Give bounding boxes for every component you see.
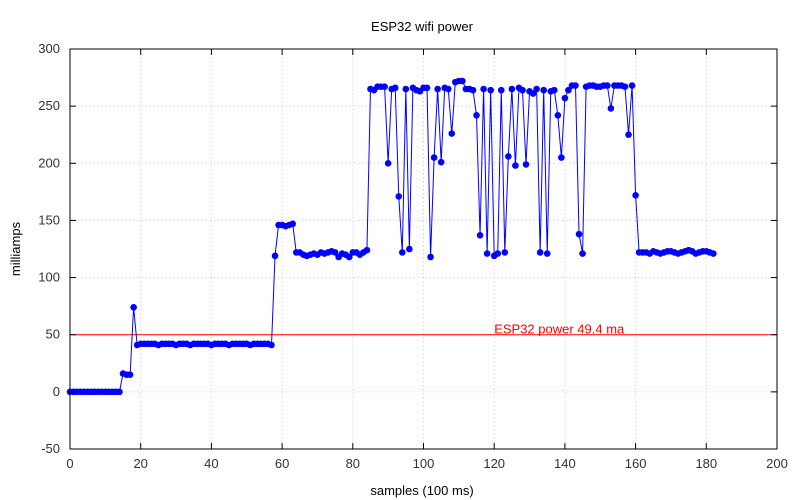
data-point: [444, 85, 452, 93]
axis-ticks: 0 20 40 60 80 100 120 140 160 180 200 -50 0 50 100 150 2…: [38, 41, 788, 471]
data-point: [423, 84, 431, 92]
y-tick-label: 0: [53, 384, 60, 399]
data-point: [430, 154, 438, 161]
x-tick-label: 0: [66, 456, 73, 471]
data-point: [345, 253, 353, 261]
y-tick-label: 200: [38, 155, 60, 170]
data-point: [519, 86, 526, 94]
y-tick-label: 300: [38, 41, 60, 56]
reference-line-group: ESP32 power 49.4 ma: [70, 322, 777, 337]
x-tick-label: 200: [766, 456, 788, 471]
data-point: [512, 162, 519, 169]
data-point: [579, 250, 586, 257]
data-point: [130, 303, 137, 311]
data-point: [505, 153, 512, 160]
data-point: [483, 250, 491, 257]
data-point: [398, 249, 406, 256]
data-point: [289, 220, 297, 228]
data-point: [268, 341, 275, 349]
data-point: [434, 85, 441, 93]
data-point: [529, 90, 537, 97]
data-point: [572, 82, 579, 89]
data-point: [536, 249, 544, 256]
data-point: [632, 191, 639, 199]
data-point: [565, 86, 572, 94]
x-tick-label: 60: [275, 456, 289, 471]
data-point: [575, 230, 583, 238]
chart-title: ESP32 wifi power: [371, 19, 474, 34]
y-tick-label: 250: [38, 98, 60, 113]
y-tick-label: 100: [38, 270, 60, 285]
x-tick-label: 180: [695, 456, 717, 471]
data-point: [487, 86, 494, 94]
x-axis-label: samples (100 ms): [370, 483, 473, 498]
data-point: [710, 250, 717, 257]
x-tick-label: 140: [554, 456, 576, 471]
data-point: [406, 245, 413, 253]
data-point: [126, 371, 134, 379]
data-point: [469, 86, 477, 94]
data-point: [497, 86, 505, 94]
data-point: [384, 159, 392, 167]
data-point: [391, 84, 399, 92]
data-point: [459, 77, 466, 85]
data-point: [116, 388, 123, 396]
data-point: [427, 253, 434, 261]
data-point: [494, 250, 502, 257]
x-tick-label: 20: [133, 456, 147, 471]
data-point: [363, 246, 371, 254]
y-tick-label: 150: [38, 212, 60, 227]
data-point: [271, 252, 279, 260]
y-axis-label: milliamps: [8, 221, 23, 276]
data-point: [604, 82, 611, 89]
data-point: [550, 86, 558, 94]
data-point: [395, 193, 403, 200]
x-tick-label: 100: [413, 456, 435, 471]
data-point: [561, 94, 569, 102]
data-point: [402, 85, 410, 93]
data-point: [501, 249, 509, 256]
data-point: [508, 85, 516, 93]
data-point: [558, 154, 565, 161]
data-point: [625, 131, 632, 139]
x-tick-label: 160: [625, 456, 647, 471]
data-point: [331, 249, 339, 256]
data-point: [554, 111, 562, 119]
data-point: [473, 111, 480, 119]
data-point: [540, 86, 547, 94]
data-point: [437, 158, 445, 166]
data-point: [628, 82, 636, 89]
data-point: [607, 105, 615, 112]
data-point: [543, 250, 551, 257]
x-tick-label: 120: [483, 456, 505, 471]
x-tick-label: 80: [346, 456, 360, 471]
data-point: [448, 130, 456, 137]
data-point: [480, 85, 487, 93]
data-point: [522, 161, 530, 168]
data-point: [621, 83, 629, 91]
data-point: [533, 85, 540, 93]
y-tick-label: 50: [46, 327, 60, 342]
series-group: [66, 77, 717, 396]
data-point: [381, 83, 388, 91]
data-point: [476, 231, 484, 239]
reference-line-label: ESP32 power 49.4 ma: [494, 322, 625, 337]
x-tick-label: 40: [204, 456, 218, 471]
y-tick-label: -50: [41, 441, 60, 456]
